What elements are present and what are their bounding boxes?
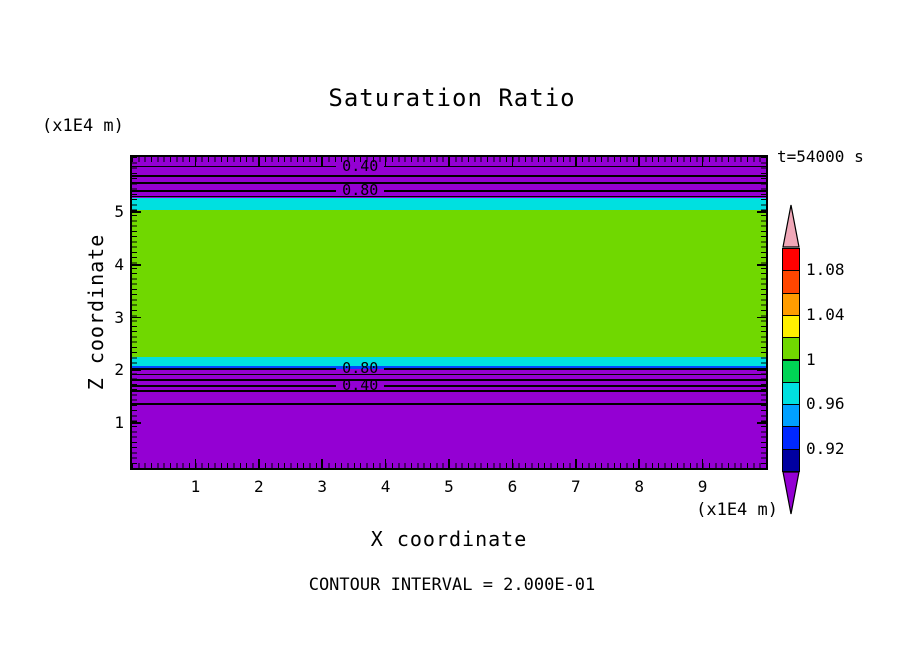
contour-line <box>132 182 766 184</box>
colorbar-tick-label: 1.08 <box>806 260 845 280</box>
fill-band <box>132 366 766 370</box>
y-tick-label: 5 <box>114 202 124 221</box>
y-axis-units-label: (x1E4 m) <box>42 116 124 136</box>
x-major-tick <box>575 157 577 166</box>
colorbar-tick-label: 1.04 <box>806 304 845 324</box>
colorbar-under-arrow <box>782 471 800 515</box>
y-major-tick <box>132 211 141 213</box>
colorbar-tick-label: 0.96 <box>806 394 845 414</box>
colorbar-band <box>782 314 800 339</box>
x-major-tick <box>258 459 260 468</box>
plot-area: 0.40 0.80 0.80 0.40 <box>130 155 768 470</box>
y-major-tick <box>757 211 766 213</box>
x-tick-label: 5 <box>444 477 454 496</box>
colorbar <box>782 204 800 564</box>
x-tick-label: 6 <box>507 477 518 496</box>
x-tick-label: 8 <box>634 477 644 496</box>
colorbar-band <box>782 359 800 383</box>
x-major-tick <box>448 157 450 166</box>
x-tick-label: 7 <box>570 477 581 496</box>
y-major-tick <box>132 316 141 319</box>
contour-line <box>132 403 766 405</box>
fill-band <box>132 357 766 367</box>
y-major-tick <box>757 264 766 266</box>
x-major-tick <box>258 157 260 166</box>
contour-line <box>132 190 337 192</box>
y-major-tick <box>757 369 766 371</box>
chart-title: Saturation Ratio <box>328 84 576 112</box>
contour-line <box>132 390 766 392</box>
colorbar-band <box>782 292 800 316</box>
x-major-tick <box>511 157 514 166</box>
x-tick-label: 9 <box>697 477 708 496</box>
major-ticks-layer <box>132 157 766 468</box>
colorbar-band <box>782 448 800 472</box>
x-major-tick <box>701 157 704 166</box>
contour-line <box>132 165 337 168</box>
contour-line <box>132 175 766 177</box>
colorbar-band <box>782 248 800 272</box>
contour-line <box>384 385 766 387</box>
x-major-tick <box>511 459 514 468</box>
y-tick-label: 2 <box>114 360 124 380</box>
fill-band <box>132 197 766 210</box>
x-major-tick <box>384 157 387 166</box>
colorbar-tick-label: 1 <box>806 349 816 369</box>
x-major-tick <box>321 459 323 468</box>
contour-line <box>384 165 766 168</box>
y-major-tick <box>132 369 141 371</box>
y-minor-ticks-left <box>132 157 137 468</box>
time-annotation: t=54000 s <box>777 147 864 166</box>
x-major-tick <box>384 459 387 468</box>
y-tick-label: 4 <box>114 254 124 274</box>
contour-line <box>132 379 766 381</box>
colorbar-tick-label: 0.92 <box>806 438 845 458</box>
x-axis-title: X coordinate <box>370 527 528 551</box>
x-major-tick <box>575 459 577 468</box>
colorbar-band <box>782 381 800 406</box>
x-major-tick <box>194 459 197 468</box>
colorbar-over-arrow <box>782 204 800 248</box>
contour-line <box>384 368 766 370</box>
colorbar-band <box>782 426 800 450</box>
contour-line <box>384 190 766 192</box>
contour-interval-note: CONTOUR INTERVAL = 2.000E-01 <box>308 575 596 595</box>
contour-line <box>132 195 766 198</box>
x-major-tick <box>448 459 450 468</box>
contour-line <box>132 373 766 376</box>
x-major-tick <box>194 157 197 166</box>
y-major-tick <box>757 422 766 424</box>
y-major-tick <box>132 422 141 424</box>
x-tick-label: 4 <box>380 477 391 496</box>
contour-label: 0.40 <box>342 376 379 395</box>
colorbar-band <box>782 404 800 428</box>
contour-label: 0.80 <box>342 359 379 378</box>
colorbar-band <box>782 337 800 361</box>
x-axis-units-label: (x1E4 m) <box>696 500 778 520</box>
contour-line <box>132 385 337 387</box>
y-tick-label: 3 <box>114 307 124 327</box>
x-major-tick <box>321 157 323 166</box>
x-major-tick <box>638 157 640 166</box>
contour-label: 0.80 <box>342 181 379 200</box>
fill-band <box>132 209 766 358</box>
y-tick-label: 1 <box>114 413 124 432</box>
x-tick-label: 3 <box>317 477 327 496</box>
y-major-tick <box>757 316 766 319</box>
x-tick-label: 2 <box>253 477 264 496</box>
y-minor-ticks-right <box>761 157 766 468</box>
x-major-tick <box>701 459 704 468</box>
contour-line <box>132 368 337 370</box>
colorbar-band <box>782 270 800 294</box>
x-tick-label: 1 <box>190 477 201 496</box>
x-major-tick <box>638 459 640 468</box>
y-major-tick <box>132 264 141 266</box>
